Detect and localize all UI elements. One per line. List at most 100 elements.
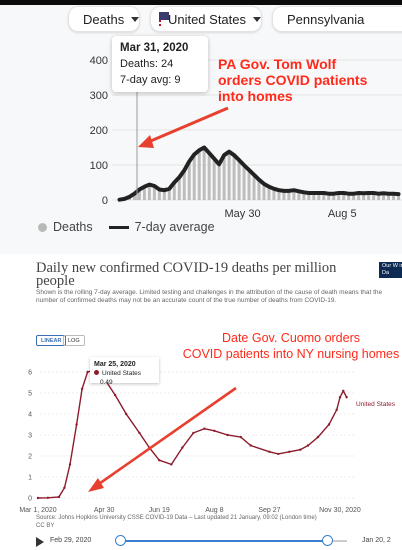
deaths-bar <box>207 153 211 200</box>
deaths-bar <box>217 164 221 200</box>
owid-panel <box>0 258 402 550</box>
y-tick-label: 6 <box>28 370 32 377</box>
deaths-bar <box>132 193 136 200</box>
y-tick-label: 300 <box>90 90 108 102</box>
x-tick-label: Nov 30, 2020 <box>319 507 361 514</box>
data-point <box>86 370 89 374</box>
deaths-bar <box>322 193 326 200</box>
y-tick-label: 200 <box>90 125 108 137</box>
deaths-bar <box>297 191 301 200</box>
legend-bars-swatch <box>38 222 47 232</box>
deaths-bar <box>192 154 196 200</box>
deaths-bar <box>152 186 156 200</box>
deaths-bar <box>257 179 261 200</box>
data-point <box>68 463 72 466</box>
deaths-bar <box>312 193 316 200</box>
timeline-end-handle[interactable] <box>322 535 333 546</box>
annotation-arrow-head <box>138 135 154 148</box>
annotation-arrow <box>95 386 237 488</box>
deaths-bar <box>307 193 311 200</box>
chart-title: Daily new confirmed COVID-19 deaths per … <box>36 260 337 289</box>
source-text: Source: Johns Hopkins University CSSE CO… <box>36 515 317 521</box>
data-point <box>192 431 195 435</box>
chart-subtitle: Shown is the rolling 7-day average. Limi… <box>36 289 383 304</box>
source-note: Source: Johns Hopkins University CSSE CO… <box>36 515 392 530</box>
y-tick-label: 3 <box>28 433 32 440</box>
y-tick-label: 1 <box>28 475 32 482</box>
data-point <box>226 433 229 437</box>
x-tick-label: Jun 19 <box>149 507 170 514</box>
tooltip-series-name: United States <box>102 370 142 377</box>
play-icon[interactable] <box>36 537 44 547</box>
deaths-bar <box>347 193 351 200</box>
annotation-line-1: PA Gov. Tom Wolf <box>218 56 337 72</box>
x-tick-label: Aug 5 <box>328 208 357 220</box>
deaths-bar <box>247 169 251 200</box>
annotation-text: PA Gov. Tom Wolf orders COVID patients i… <box>218 56 398 104</box>
data-point <box>268 450 271 453</box>
deaths-bar <box>362 193 366 200</box>
tooltip-row: United States 0.49 <box>94 369 155 387</box>
data-point <box>57 495 61 499</box>
deaths-bar <box>172 182 176 200</box>
deaths-bar <box>357 193 361 200</box>
country-dropdown-label: United States <box>167 11 246 27</box>
data-point <box>277 452 280 456</box>
data-point <box>249 444 252 447</box>
tooltip-date: Mar 25, 2020 <box>94 361 136 368</box>
deaths-bar <box>282 190 286 200</box>
deaths-bar <box>327 193 331 200</box>
deaths-bar <box>212 158 216 200</box>
x-tick-label: May 30 <box>225 208 261 220</box>
data-point <box>181 446 184 449</box>
deaths-bar <box>267 186 271 200</box>
timeline-start-handle[interactable] <box>115 535 126 546</box>
deaths-bar <box>147 184 151 200</box>
data-point <box>338 396 342 399</box>
data-point <box>158 459 161 462</box>
deaths-bar <box>392 193 396 200</box>
deaths-bar <box>332 193 336 200</box>
deaths-bar <box>142 186 146 200</box>
deaths-bar <box>302 192 306 200</box>
chart-legend: Deaths 7-day average <box>38 220 215 234</box>
metric-dropdown[interactable]: Deaths <box>68 6 140 32</box>
data-point <box>288 450 291 453</box>
data-point <box>113 393 117 397</box>
metric-dropdown-label: Deaths <box>83 11 125 27</box>
deaths-bar <box>367 193 371 200</box>
deaths-bar <box>182 170 186 200</box>
log-scale-button[interactable]: LOG <box>63 335 85 346</box>
linear-scale-button[interactable]: LINEAR <box>36 335 67 346</box>
timeline-track-selected[interactable] <box>119 540 327 542</box>
data-point <box>342 389 345 393</box>
timeline-track[interactable] <box>327 540 347 542</box>
data-point <box>316 435 320 439</box>
legend-bars-label: Deaths <box>53 220 93 234</box>
state-dropdown-label: Pennsylvania <box>287 11 365 27</box>
state-dropdown[interactable]: Pennsylvania <box>272 6 402 32</box>
country-dropdown[interactable]: United States <box>150 6 262 32</box>
deaths-bar <box>262 183 266 200</box>
x-tick-label: Mar 1, 2020 <box>19 507 56 514</box>
data-point <box>36 496 40 500</box>
chevron-down-icon <box>253 16 261 22</box>
us-flag-icon <box>159 11 169 27</box>
deaths-bar <box>252 174 256 200</box>
series-dot-icon <box>94 370 99 375</box>
deaths-bar <box>377 193 381 200</box>
annotation-line-3: into homes <box>218 88 293 104</box>
tooltip-date: Mar 31, 2020 <box>120 42 189 54</box>
x-tick-label: Sep 27 <box>258 507 280 514</box>
deaths-bar <box>197 150 201 200</box>
deaths-bar <box>387 193 391 200</box>
data-point <box>299 448 302 451</box>
united-states-line <box>37 369 348 499</box>
annotation-arrow-head <box>88 478 104 492</box>
deaths-bar <box>167 188 171 200</box>
data-point <box>239 435 243 439</box>
series-end-label: United States <box>356 401 396 408</box>
annotation-line-2: COVID patients into NY nursing homes <box>182 347 400 361</box>
x-tick-label: Aug 8 <box>205 507 223 514</box>
